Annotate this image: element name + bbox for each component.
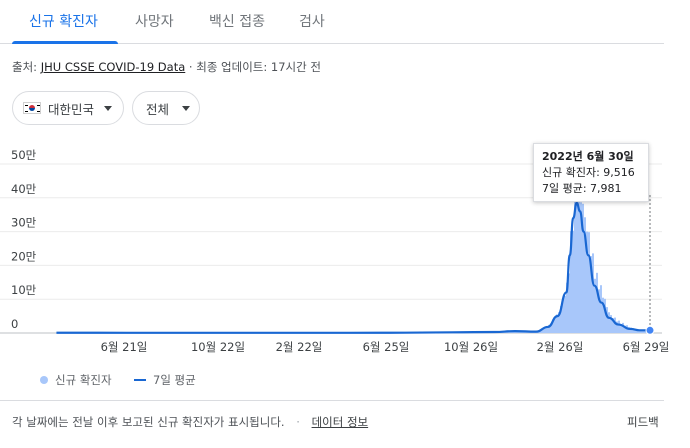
feedback-link[interactable]: 피드백 [627, 415, 659, 429]
footer-note: 각 날짜에는 전날 이후 보고된 신규 확진자가 표시됩니다. · 데이터 정보 [12, 414, 368, 430]
case-bar [590, 256, 592, 333]
y-tick-label: 20만 [11, 249, 37, 263]
y-tick-label: 30만 [11, 216, 37, 230]
case-bar [586, 231, 588, 333]
case-bar [574, 183, 576, 333]
case-bar [608, 312, 610, 333]
case-bar [618, 320, 620, 333]
case-bar [594, 278, 596, 333]
case-bar [630, 327, 632, 333]
tab-tests[interactable]: 검사 [299, 14, 325, 30]
case-bar [550, 324, 552, 333]
case-bar [580, 202, 582, 333]
x-tick-label: 6월 21일 [101, 340, 148, 354]
active-tab-indicator [12, 41, 118, 44]
x-tick-label: 2월 22일 [276, 340, 323, 354]
x-tick-label: 6월 25일 [363, 340, 410, 354]
x-tick-label: 10월 22일 [191, 340, 245, 354]
source-link[interactable]: JHU CSSE COVID-19 Data [40, 60, 186, 74]
average-line [56, 201, 651, 334]
case-bar [554, 319, 556, 333]
south-korea-flag-icon [23, 102, 41, 114]
case-bar [620, 324, 622, 333]
case-bar [542, 329, 544, 333]
case-bar [548, 324, 550, 333]
case-bar [614, 317, 616, 333]
source-separator: · [185, 60, 197, 74]
case-bar [556, 314, 558, 333]
y-tick-label: 50만 [11, 148, 37, 162]
legend-new-cases-label: 신규 확진자 [55, 373, 112, 387]
country-label: 대한민국 [48, 101, 95, 117]
feedback-link-wrap: 피드백 [627, 414, 659, 430]
last-updated: 최종 업데이트: 17시간 전 [196, 60, 321, 74]
case-bar [602, 297, 604, 333]
source-prefix: 출처: [12, 60, 41, 74]
x-tick-label: 2월 26일 [537, 340, 584, 354]
legend-7day-average: 7일 평균 [134, 372, 196, 388]
case-bar [598, 289, 600, 333]
y-tick-label: 0 [11, 317, 18, 331]
case-bar [558, 312, 560, 333]
region-label: 전체 [146, 101, 170, 117]
caret-down-icon [182, 105, 191, 111]
case-bar [546, 327, 548, 333]
y-tick-label: 40만 [11, 182, 37, 196]
case-bar [568, 273, 570, 333]
legend-7day-average-label: 7일 평균 [153, 373, 196, 387]
case-bar [562, 298, 564, 333]
footer-separator: · [296, 415, 300, 429]
tab-new-cases[interactable]: 신규 확진자 [29, 14, 98, 30]
case-bar [596, 272, 598, 333]
legend-dot-icon [40, 376, 48, 384]
case-bar [634, 328, 636, 333]
case-bar [632, 328, 634, 333]
tooltip-date: 2022년 6월 30일 [542, 150, 634, 163]
case-bar [582, 203, 584, 333]
case-bar [638, 329, 640, 333]
case-bar [564, 296, 566, 333]
case-bar [628, 327, 630, 333]
case-bar [588, 232, 590, 333]
case-bar [570, 231, 572, 333]
case-bar [566, 282, 568, 333]
y-tick-label: 10만 [11, 283, 37, 297]
case-bar [572, 230, 574, 333]
case-bar [604, 298, 606, 333]
case-bar [592, 253, 594, 333]
case-bar [616, 321, 618, 333]
footer-note-text: 각 날짜에는 전날 이후 보고된 신규 확진자가 표시됩니다. [12, 415, 285, 429]
x-tick-label: 10월 26일 [444, 340, 498, 354]
case-bar [552, 319, 554, 333]
case-bar [606, 307, 608, 333]
case-bar [578, 179, 580, 333]
case-bar [612, 318, 614, 333]
x-tick-label: 6월 29일 [623, 340, 670, 354]
case-bar [544, 327, 546, 333]
tab-bar: 신규 확진자 사망자 백신 접종 검사 [0, 0, 664, 44]
tooltip-new-cases: 신규 확진자: 9,516 [542, 166, 635, 179]
tab-vaccinations[interactable]: 백신 접종 [209, 14, 265, 30]
case-bar [600, 285, 602, 333]
region-dropdown[interactable]: 전체 [132, 91, 200, 125]
source-line: 출처: JHU CSSE COVID-19 Data · 최종 업데이트: 17… [12, 59, 321, 75]
footer-divider [0, 400, 664, 401]
case-bar [642, 330, 644, 333]
case-bar [610, 315, 612, 333]
case-bar [624, 325, 626, 333]
tooltip-7day-average: 7일 평균: 7,981 [542, 182, 622, 195]
data-info-link[interactable]: 데이터 정보 [311, 415, 369, 429]
case-bar [576, 203, 578, 333]
country-dropdown[interactable]: 대한민국 [12, 91, 124, 125]
legend-line-icon [134, 379, 146, 381]
case-bar [622, 322, 624, 333]
case-bar [560, 305, 562, 333]
legend-new-cases: 신규 확진자 [40, 372, 112, 388]
hover-point [645, 325, 655, 335]
tab-deaths[interactable]: 사망자 [135, 14, 174, 30]
case-bar [584, 217, 586, 333]
chart-tooltip: 2022년 6월 30일 신규 확진자: 9,516 7일 평균: 7,981 [533, 143, 649, 202]
caret-down-icon [104, 105, 113, 111]
